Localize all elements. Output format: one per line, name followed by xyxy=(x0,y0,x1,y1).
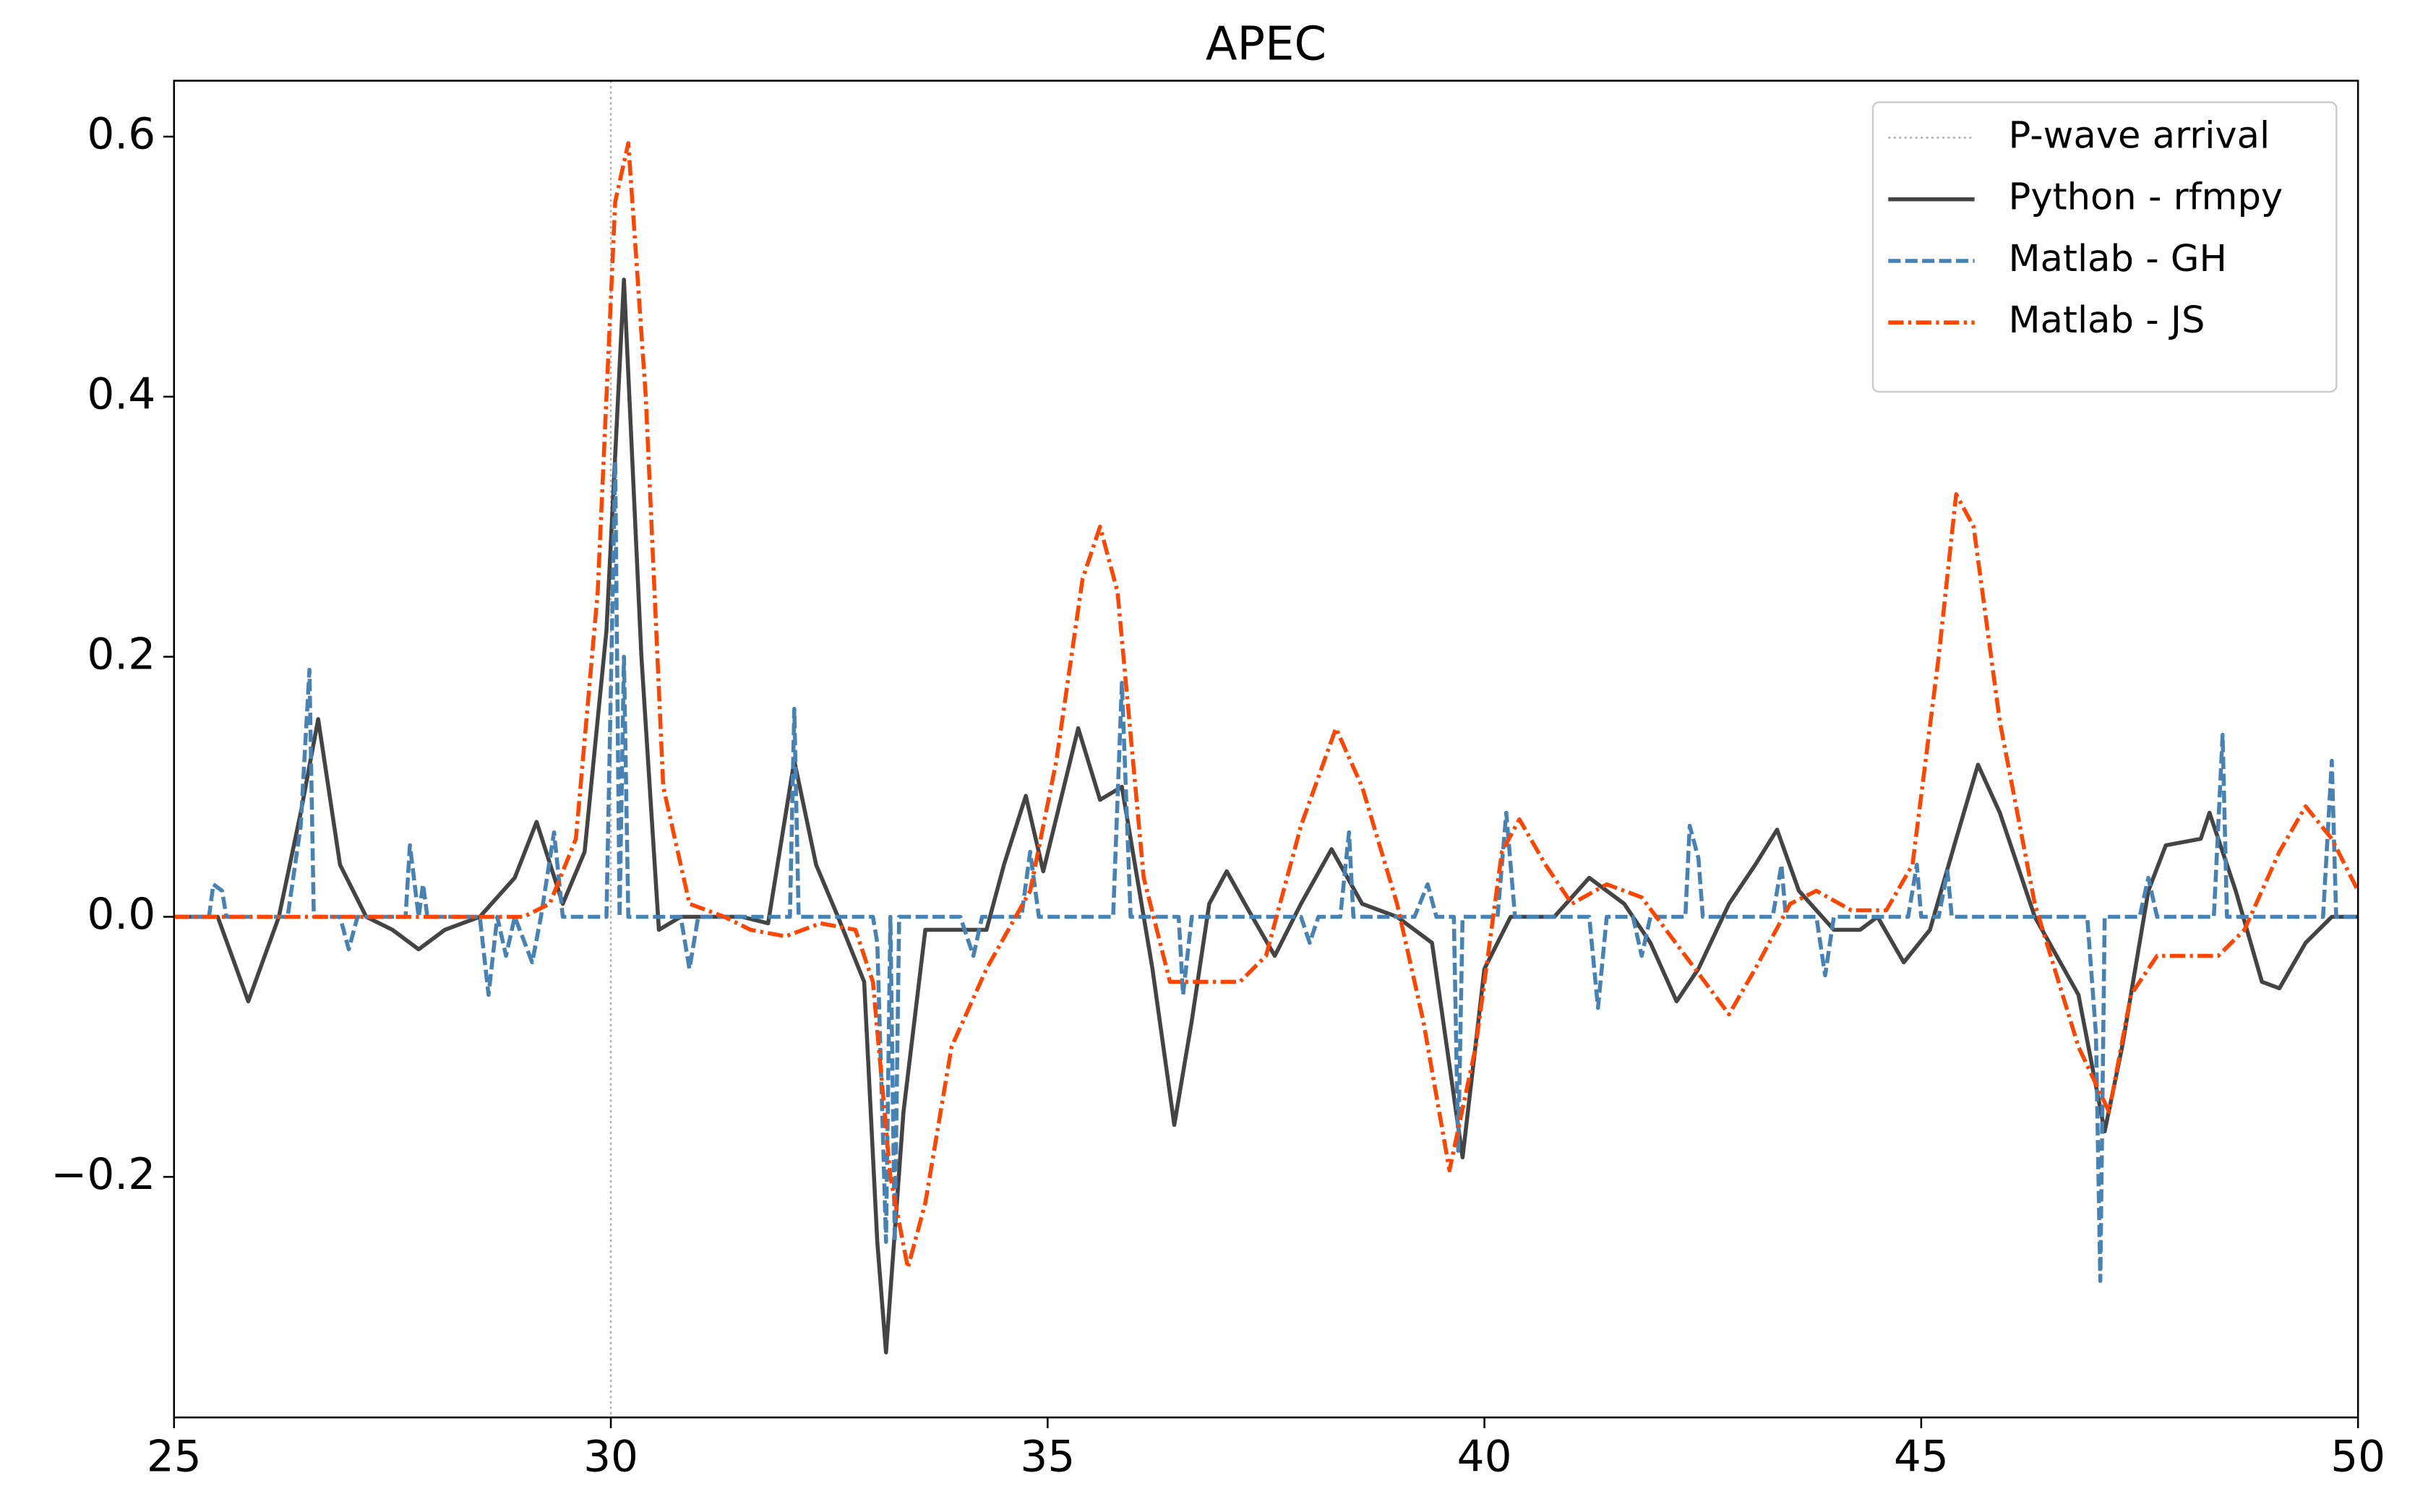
legend-box xyxy=(1871,101,2338,393)
x-tick-label: 25 xyxy=(147,1432,202,1482)
y-tick-label: 0.4 xyxy=(87,369,155,419)
plot-area xyxy=(173,80,2359,1418)
x-tick-label: 35 xyxy=(1020,1432,1075,1482)
y-tick-label: −0.2 xyxy=(51,1150,155,1200)
series-line xyxy=(173,278,2359,1354)
x-tick-label: 40 xyxy=(1457,1432,1512,1482)
x-tick-label: 30 xyxy=(583,1432,638,1482)
axes-frame xyxy=(173,80,2359,1419)
x-tick-label: 50 xyxy=(2330,1432,2385,1482)
chart-title: APEC xyxy=(1206,17,1326,71)
legend-label: Python - rfmpy xyxy=(2008,176,2283,219)
legend-label: P-wave arrival xyxy=(2008,115,2270,158)
legend-label: Matlab - GH xyxy=(2008,238,2226,280)
y-tick-label: 0.0 xyxy=(87,890,155,940)
series-line xyxy=(173,141,2359,1271)
series-line xyxy=(173,460,2359,1284)
y-tick-label: 0.6 xyxy=(87,110,155,160)
legend-label: Matlab - JS xyxy=(2008,299,2205,342)
x-tick-label: 45 xyxy=(1894,1432,1949,1482)
y-tick-label: 0.2 xyxy=(87,630,155,679)
